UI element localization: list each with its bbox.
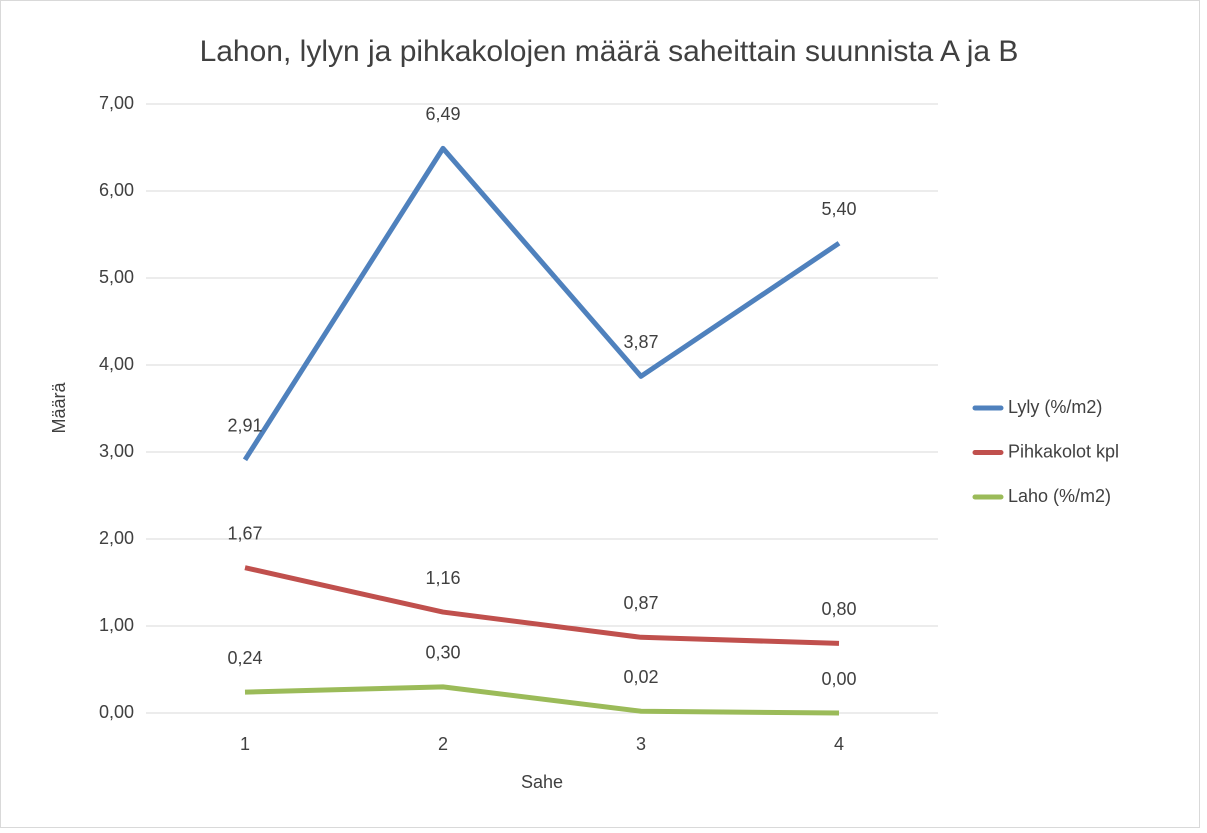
data-label: 0,80 — [821, 599, 856, 619]
x-axis-label: Sahe — [521, 772, 563, 792]
y-tick-label: 6,00 — [99, 180, 134, 200]
data-label: 0,24 — [227, 648, 262, 668]
legend-label: Lyly (%/m2) — [1008, 397, 1102, 417]
data-label: 1,67 — [227, 523, 262, 543]
data-label: 1,16 — [425, 568, 460, 588]
y-tick-label: 1,00 — [99, 615, 134, 635]
x-tick-label: 3 — [636, 734, 646, 754]
y-tick-label: 5,00 — [99, 267, 134, 287]
y-tick-label: 7,00 — [99, 93, 134, 113]
series-line — [242, 145, 841, 462]
data-label: 3,87 — [623, 332, 658, 352]
series-line — [244, 565, 840, 646]
x-tick-label: 4 — [834, 734, 844, 754]
data-label: 5,40 — [821, 199, 856, 219]
y-tick-label: 0,00 — [99, 702, 134, 722]
data-label: 0,87 — [623, 593, 658, 613]
y-tick-label: 3,00 — [99, 441, 134, 461]
data-label: 0,02 — [623, 667, 658, 687]
y-tick-label: 4,00 — [99, 354, 134, 374]
x-tick-label: 2 — [438, 734, 448, 754]
data-label: 0,00 — [821, 669, 856, 689]
y-axis-label: Määrä — [49, 382, 69, 434]
legend-label: Pihkakolot kpl — [1008, 441, 1119, 461]
legend-label: Laho (%/m2) — [1008, 486, 1111, 506]
chart-title: Lahon, lylyn ja pihkakolojen määrä sahei… — [200, 35, 1019, 68]
series-line — [244, 684, 840, 716]
y-tick-label: 2,00 — [99, 528, 134, 548]
x-tick-label: 1 — [240, 734, 250, 754]
data-label: 2,91 — [227, 416, 262, 436]
data-label: 6,49 — [425, 104, 460, 124]
data-label: 0,30 — [425, 643, 460, 663]
